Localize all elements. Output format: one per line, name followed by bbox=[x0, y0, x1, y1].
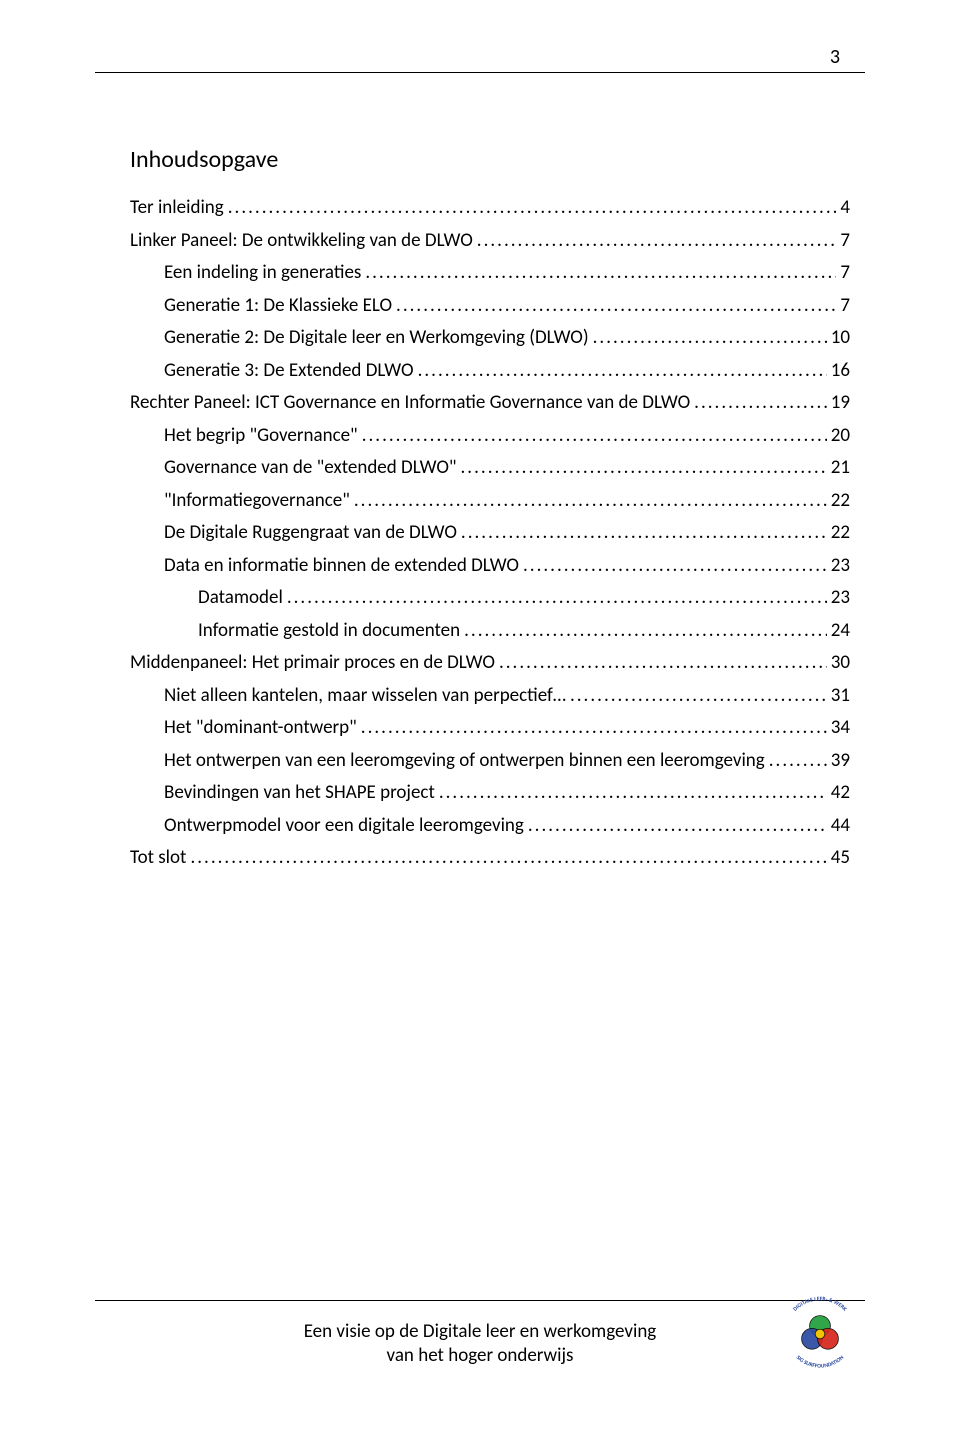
toc-entry-page: 44 bbox=[831, 812, 850, 841]
toc-entry-label: Generatie 2: De Digitale leer en Werkomg… bbox=[164, 324, 589, 353]
toc-entry: Generatie 2: De Digitale leer en Werkomg… bbox=[130, 324, 850, 353]
toc-leader-dots bbox=[365, 259, 836, 288]
toc-entry-page: 22 bbox=[831, 487, 850, 516]
toc-entry: Ter inleiding 4 bbox=[130, 194, 850, 223]
toc-entry: Datamodel 23 bbox=[130, 584, 850, 613]
toc-entry: Het "dominant-ontwerp" 34 bbox=[130, 714, 850, 743]
toc-entry-label: Governance van de "extended DLWO" bbox=[164, 454, 457, 483]
toc-entry-label: "Informatiegovernance" bbox=[164, 487, 350, 516]
logo-ring-text-bottom: SIG SURFFOUNDATION bbox=[795, 1354, 846, 1370]
toc-leader-dots bbox=[361, 714, 827, 743]
toc-entry-page: 31 bbox=[831, 682, 850, 711]
footer-rule bbox=[95, 1300, 865, 1301]
toc-leader-dots bbox=[461, 519, 827, 548]
document-page: 3 Inhoudsopgave Ter inleiding 4 Linker Pan… bbox=[0, 0, 960, 1429]
toc-entry-label: Data en informatie binnen de extended DL… bbox=[164, 552, 519, 581]
toc-leader-dots bbox=[570, 682, 827, 711]
toc-entry-page: 45 bbox=[831, 844, 850, 873]
toc-entry: Een indeling in generaties 7 bbox=[130, 259, 850, 288]
toc-entry: Rechter Paneel: ICT Governance en Inform… bbox=[130, 389, 850, 418]
toc-entry-label: Niet alleen kantelen, maar wisselen van … bbox=[164, 682, 566, 711]
toc-leader-dots bbox=[464, 617, 827, 646]
logo-ring-text-top: DIGITALE LEER- & WERK bbox=[792, 1295, 849, 1313]
toc-entry-page: 10 bbox=[831, 324, 850, 353]
toc-leader-dots bbox=[418, 357, 827, 386]
toc-leader-dots bbox=[769, 747, 827, 776]
toc-entry-label: Het "dominant-ontwerp" bbox=[164, 714, 357, 743]
toc-leader-dots bbox=[593, 324, 827, 353]
page-body: Inhoudsopgave Ter inleiding 4 Linker Panee… bbox=[130, 145, 850, 873]
toc-entry-label: Een indeling in generaties bbox=[164, 259, 361, 288]
toc-entry-label: Tot slot bbox=[130, 844, 186, 873]
toc-leader-dots bbox=[439, 779, 827, 808]
toc-leader-dots bbox=[461, 454, 827, 483]
toc-entry-page: 19 bbox=[831, 389, 850, 418]
toc-entry-page: 22 bbox=[831, 519, 850, 548]
toc-entry-label: Middenpaneel: Het primair proces en de D… bbox=[130, 649, 495, 678]
toc-entry: Het begrip "Governance" 20 bbox=[130, 422, 850, 451]
toc-entry: Niet alleen kantelen, maar wisselen van … bbox=[130, 682, 850, 711]
toc-entry-page: 39 bbox=[831, 747, 850, 776]
toc-leader-dots bbox=[499, 649, 827, 678]
toc-entry-page: 34 bbox=[831, 714, 850, 743]
toc-entry: Bevindingen van het SHAPE project 42 bbox=[130, 779, 850, 808]
toc-entry-label: Het begrip "Governance" bbox=[164, 422, 358, 451]
toc-leader-dots bbox=[523, 552, 827, 581]
toc-entry-label: De Digitale Ruggengraat van de DLWO bbox=[164, 519, 457, 548]
toc-entry: Middenpaneel: Het primair proces en de D… bbox=[130, 649, 850, 678]
toc-entry-label: Ter inleiding bbox=[130, 194, 224, 223]
toc-entry-page: 21 bbox=[831, 454, 850, 483]
toc-entry-page: 7 bbox=[840, 227, 850, 256]
toc-entry-page: 30 bbox=[831, 649, 850, 678]
toc-leader-dots bbox=[528, 812, 827, 841]
toc-entry-label: Ontwerpmodel voor een digitale leeromgev… bbox=[164, 812, 524, 841]
toc-entry: De Digitale Ruggengraat van de DLWO 22 bbox=[130, 519, 850, 548]
toc-entry-page: 20 bbox=[831, 422, 850, 451]
toc-entry-label: Informatie gestold in documenten bbox=[198, 617, 460, 646]
toc-entry-label: Het ontwerpen van een leeromgeving of on… bbox=[164, 747, 765, 776]
table-of-contents: Ter inleiding 4 Linker Paneel: De ontwikke… bbox=[130, 194, 850, 873]
toc-leader-dots bbox=[190, 844, 826, 873]
toc-entry: Data en informatie binnen de extended DL… bbox=[130, 552, 850, 581]
toc-entry: Het ontwerpen van een leeromgeving of on… bbox=[130, 747, 850, 776]
toc-entry-page: 42 bbox=[831, 779, 850, 808]
toc-entry-label: Linker Paneel: De ontwikkeling van de DL… bbox=[130, 227, 473, 256]
toc-entry: Generatie 1: De Klassieke ELO 7 bbox=[130, 292, 850, 321]
toc-entry: Governance van de "extended DLWO" 21 bbox=[130, 454, 850, 483]
toc-entry-page: 23 bbox=[831, 552, 850, 581]
toc-entry-label: Bevindingen van het SHAPE project bbox=[164, 779, 435, 808]
toc-entry-page: 7 bbox=[840, 259, 850, 288]
toc-entry-page: 23 bbox=[831, 584, 850, 613]
toc-entry-page: 16 bbox=[831, 357, 850, 386]
toc-entry: Informatie gestold in documenten 24 bbox=[130, 617, 850, 646]
toc-leader-dots bbox=[287, 584, 827, 613]
toc-entry: Generatie 3: De Extended DLWO 16 bbox=[130, 357, 850, 386]
toc-leader-dots bbox=[362, 422, 827, 451]
logo-venn-icon bbox=[802, 1316, 839, 1350]
toc-leader-dots bbox=[694, 389, 827, 418]
page-number: 3 bbox=[830, 45, 840, 69]
toc-leader-dots bbox=[477, 227, 837, 256]
toc-leader-dots bbox=[228, 194, 837, 223]
toc-entry: Ontwerpmodel voor een digitale leeromgev… bbox=[130, 812, 850, 841]
toc-entry-label: Generatie 3: De Extended DLWO bbox=[164, 357, 414, 386]
toc-entry-page: 4 bbox=[840, 194, 850, 223]
toc-title: Inhoudsopgave bbox=[130, 145, 850, 174]
toc-leader-dots bbox=[396, 292, 836, 321]
organisation-logo-icon: DIGITALE LEER- & WERK SIG SURFFOUNDATION bbox=[780, 1294, 860, 1374]
toc-entry-label: Generatie 1: De Klassieke ELO bbox=[164, 292, 392, 321]
toc-entry: Tot slot 45 bbox=[130, 844, 850, 873]
toc-entry: "Informatiegovernance" 22 bbox=[130, 487, 850, 516]
toc-entry-label: Rechter Paneel: ICT Governance en Inform… bbox=[130, 389, 690, 418]
header-rule bbox=[95, 72, 865, 73]
toc-entry-page: 7 bbox=[840, 292, 850, 321]
toc-entry-page: 24 bbox=[831, 617, 850, 646]
toc-entry: Linker Paneel: De ontwikkeling van de DL… bbox=[130, 227, 850, 256]
toc-entry-label: Datamodel bbox=[198, 584, 283, 613]
toc-leader-dots bbox=[354, 487, 827, 516]
